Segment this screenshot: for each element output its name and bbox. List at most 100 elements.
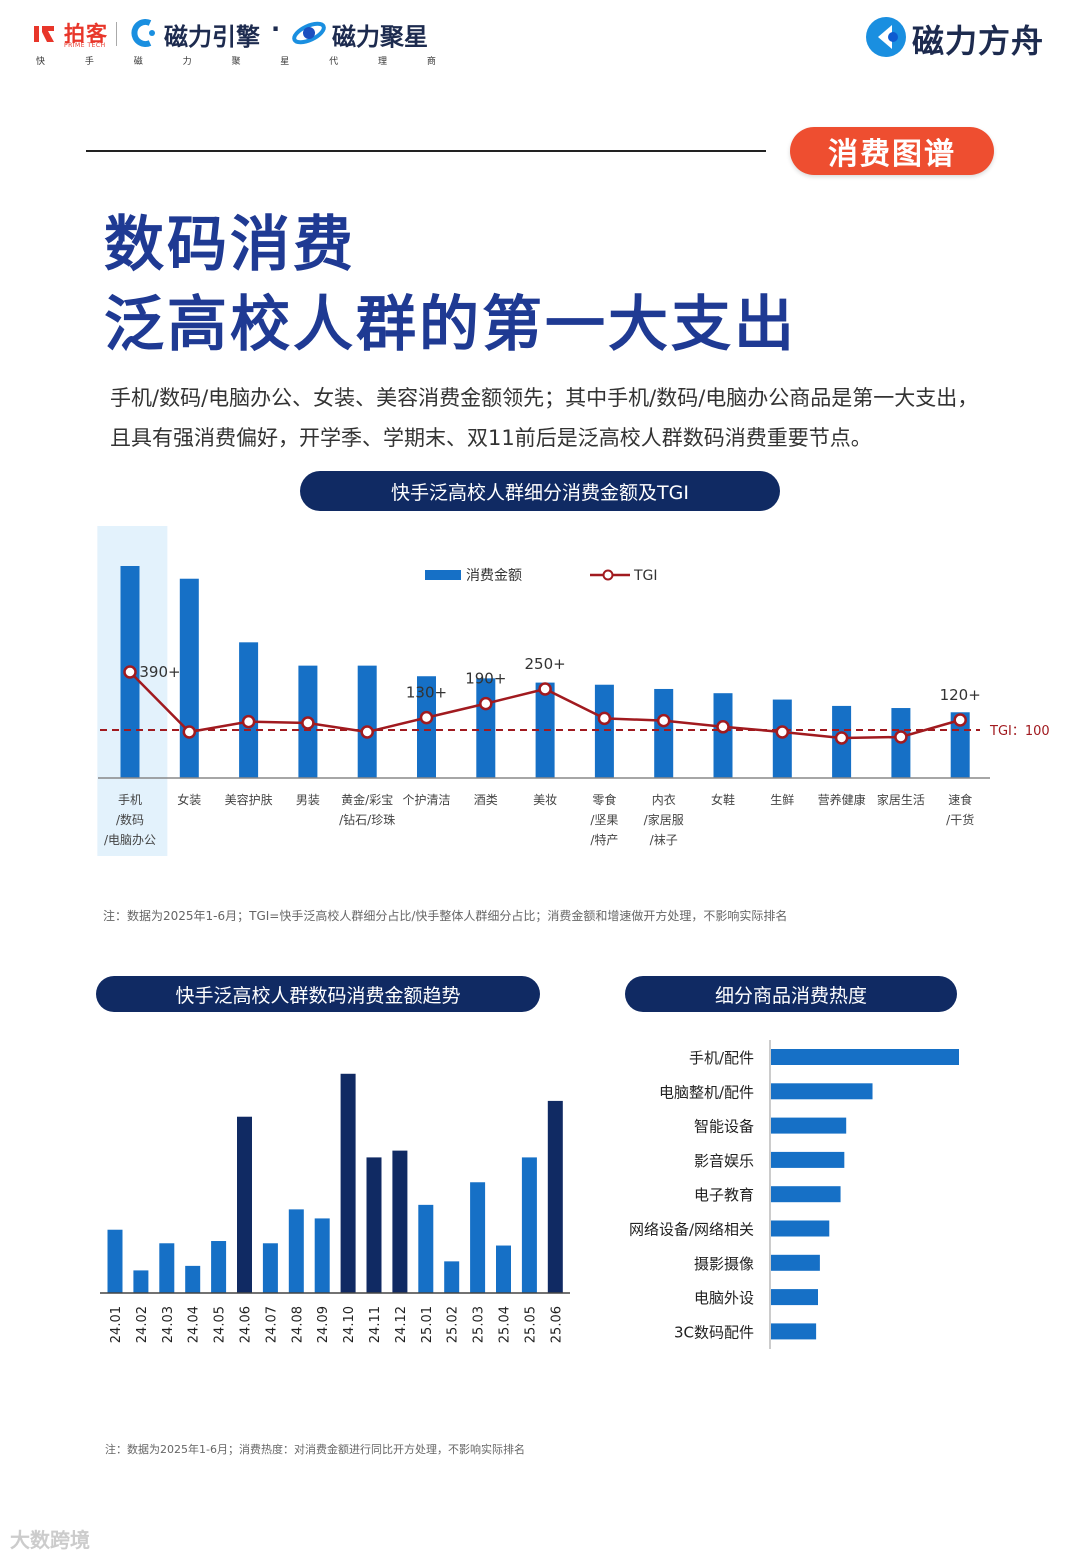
heat-category-label: 电脑整机/配件	[659, 1083, 754, 1101]
tgi-point	[182, 725, 197, 739]
page-title-line2: 泛高校人群的第一大支出	[104, 290, 797, 360]
trend-bar	[340, 1073, 356, 1293]
tgi-point	[716, 720, 730, 734]
category-label: 手机	[118, 793, 142, 807]
trend-bar	[392, 1150, 408, 1293]
trend-bar	[262, 1243, 278, 1293]
category-label: /钻石/珍珠	[339, 812, 395, 827]
heat-bar	[771, 1049, 959, 1065]
sub-char: 快	[36, 57, 46, 67]
heat-bar	[771, 1083, 873, 1100]
heat-bar	[771, 1117, 847, 1134]
month-label: 24.11	[368, 1306, 383, 1343]
header-subtitle: 快 手 磁 力 聚 星 代 理 商	[36, 54, 436, 67]
trend-bar	[211, 1241, 227, 1293]
heat-bar	[771, 1254, 820, 1271]
month-label: 24.12	[394, 1306, 409, 1343]
month-label: 24.08	[290, 1306, 305, 1343]
legend-tgi-marker	[602, 569, 614, 581]
tgi-point	[123, 665, 137, 679]
month-label: 24.05	[213, 1306, 228, 1343]
month-label: 24.02	[135, 1306, 150, 1343]
category-label: /数码	[116, 812, 144, 827]
chart2-svg: 24.01 24.02 24.03 24.04 24.05 24.06 24.07 24.08…	[100, 1073, 570, 1343]
category-label: 营养健康	[818, 792, 866, 807]
chart1-title: 快手泛高校人群细分消费金额及TGI	[300, 471, 780, 511]
brand-separator: ·	[271, 15, 281, 43]
spend-bar	[476, 678, 496, 778]
chart1-svg: TGI：100 390+ 130+ 190+ 250+ 120+ 手机/数码/电脑办公 女装 美…	[97, 526, 1050, 856]
category-label: /袜子	[650, 833, 678, 847]
sub-char: 理	[378, 57, 388, 67]
tgi-point	[656, 713, 671, 728]
brand-paike-sub: PRIME TECH	[64, 42, 106, 49]
category-label: /家居服	[644, 812, 684, 827]
month-label: 24.03	[161, 1306, 176, 1343]
heat-category-label: 电子教育	[694, 1186, 754, 1204]
trend-bar	[159, 1243, 175, 1293]
top-rule	[86, 150, 766, 152]
trend-bar	[288, 1209, 304, 1293]
tgi-data-label: 190+	[465, 670, 506, 688]
category-label: /特产	[590, 832, 618, 847]
month-label: 25.04	[498, 1306, 513, 1343]
category-label: 酒类	[474, 793, 498, 807]
heat-bar	[771, 1220, 830, 1237]
tgi-data-label: 390+	[139, 663, 180, 681]
heat-category-label: 电脑外设	[694, 1289, 754, 1307]
category-label: 零食	[592, 792, 616, 807]
trend-bar	[418, 1204, 434, 1293]
legend-spend-label: 消费金额	[466, 568, 522, 584]
category-label: 家居生活	[877, 792, 925, 807]
sub-char: 商	[426, 57, 436, 67]
category-label: 个护清洁	[402, 793, 450, 807]
tgi-point	[419, 710, 434, 725]
heat-bar	[771, 1186, 841, 1203]
chart2-note: 注：数据为2025年1-6月；消费热度：对消费金额进行同比开方处理，不影响实际排…	[105, 1443, 525, 1456]
trend-bar	[237, 1116, 252, 1293]
trend-bar	[107, 1229, 123, 1293]
month-label: 24.10	[342, 1306, 357, 1343]
heat-category-label: 网络设备/网络相关	[629, 1221, 754, 1239]
category-label: /干货	[946, 812, 974, 827]
engine-logo-icon	[131, 19, 155, 47]
month-label: 24.01	[109, 1306, 124, 1343]
page-description: 手机/数码/电脑办公、女装、美容消费金额领先；其中手机/数码/电脑办公商品是第一…	[110, 386, 979, 450]
category-label: 男装	[296, 793, 320, 807]
trend-bar	[133, 1270, 149, 1293]
spend-bar	[417, 676, 436, 778]
heat-category-label: 3C数码配件	[674, 1323, 754, 1341]
category-label: 女鞋	[711, 792, 735, 807]
star-logo-icon	[292, 21, 326, 45]
brand-ark: 磁力方舟	[912, 22, 1045, 60]
ark-logo-icon	[866, 17, 906, 57]
spend-bar	[654, 688, 674, 778]
trend-bar	[547, 1100, 563, 1293]
category-label: 速食	[948, 792, 972, 807]
category-label: 生鲜	[770, 793, 794, 807]
watermark: 大数跨境	[10, 1528, 90, 1552]
tgi-point	[953, 713, 967, 727]
month-label: 25.03	[472, 1306, 487, 1343]
trend-bar	[470, 1182, 486, 1293]
legend-bar-swatch	[425, 570, 461, 580]
heat-category-label: 影音娱乐	[694, 1152, 754, 1170]
chart1-note: 注：数据为2025年1-6月；TGI=快手泛高校人群细分占比/快手整体人群细分占…	[103, 909, 788, 923]
sub-char: 磁	[133, 57, 143, 67]
tgi-point	[597, 711, 612, 726]
sub-char: 星	[280, 57, 290, 67]
month-label: 25.06	[549, 1306, 564, 1343]
page-title-line1: 数码消费	[104, 210, 356, 280]
chart3-svg: 手机/配件电脑整机/配件智能设备影音娱乐电子教育网络设备/网络相关摄影摄像电脑外…	[629, 1040, 959, 1349]
category-label: 内衣	[652, 792, 676, 807]
spend-bar	[357, 665, 377, 778]
month-label: 24.07	[264, 1306, 279, 1343]
month-label: 24.09	[316, 1306, 331, 1343]
trend-bar	[521, 1157, 537, 1293]
category-label: /电脑办公	[104, 832, 156, 847]
trend-bar	[444, 1261, 460, 1293]
sub-char: 代	[329, 57, 339, 67]
paike-logo-icon	[34, 26, 54, 42]
sub-char: 力	[182, 57, 192, 67]
trend-bar	[314, 1218, 330, 1293]
